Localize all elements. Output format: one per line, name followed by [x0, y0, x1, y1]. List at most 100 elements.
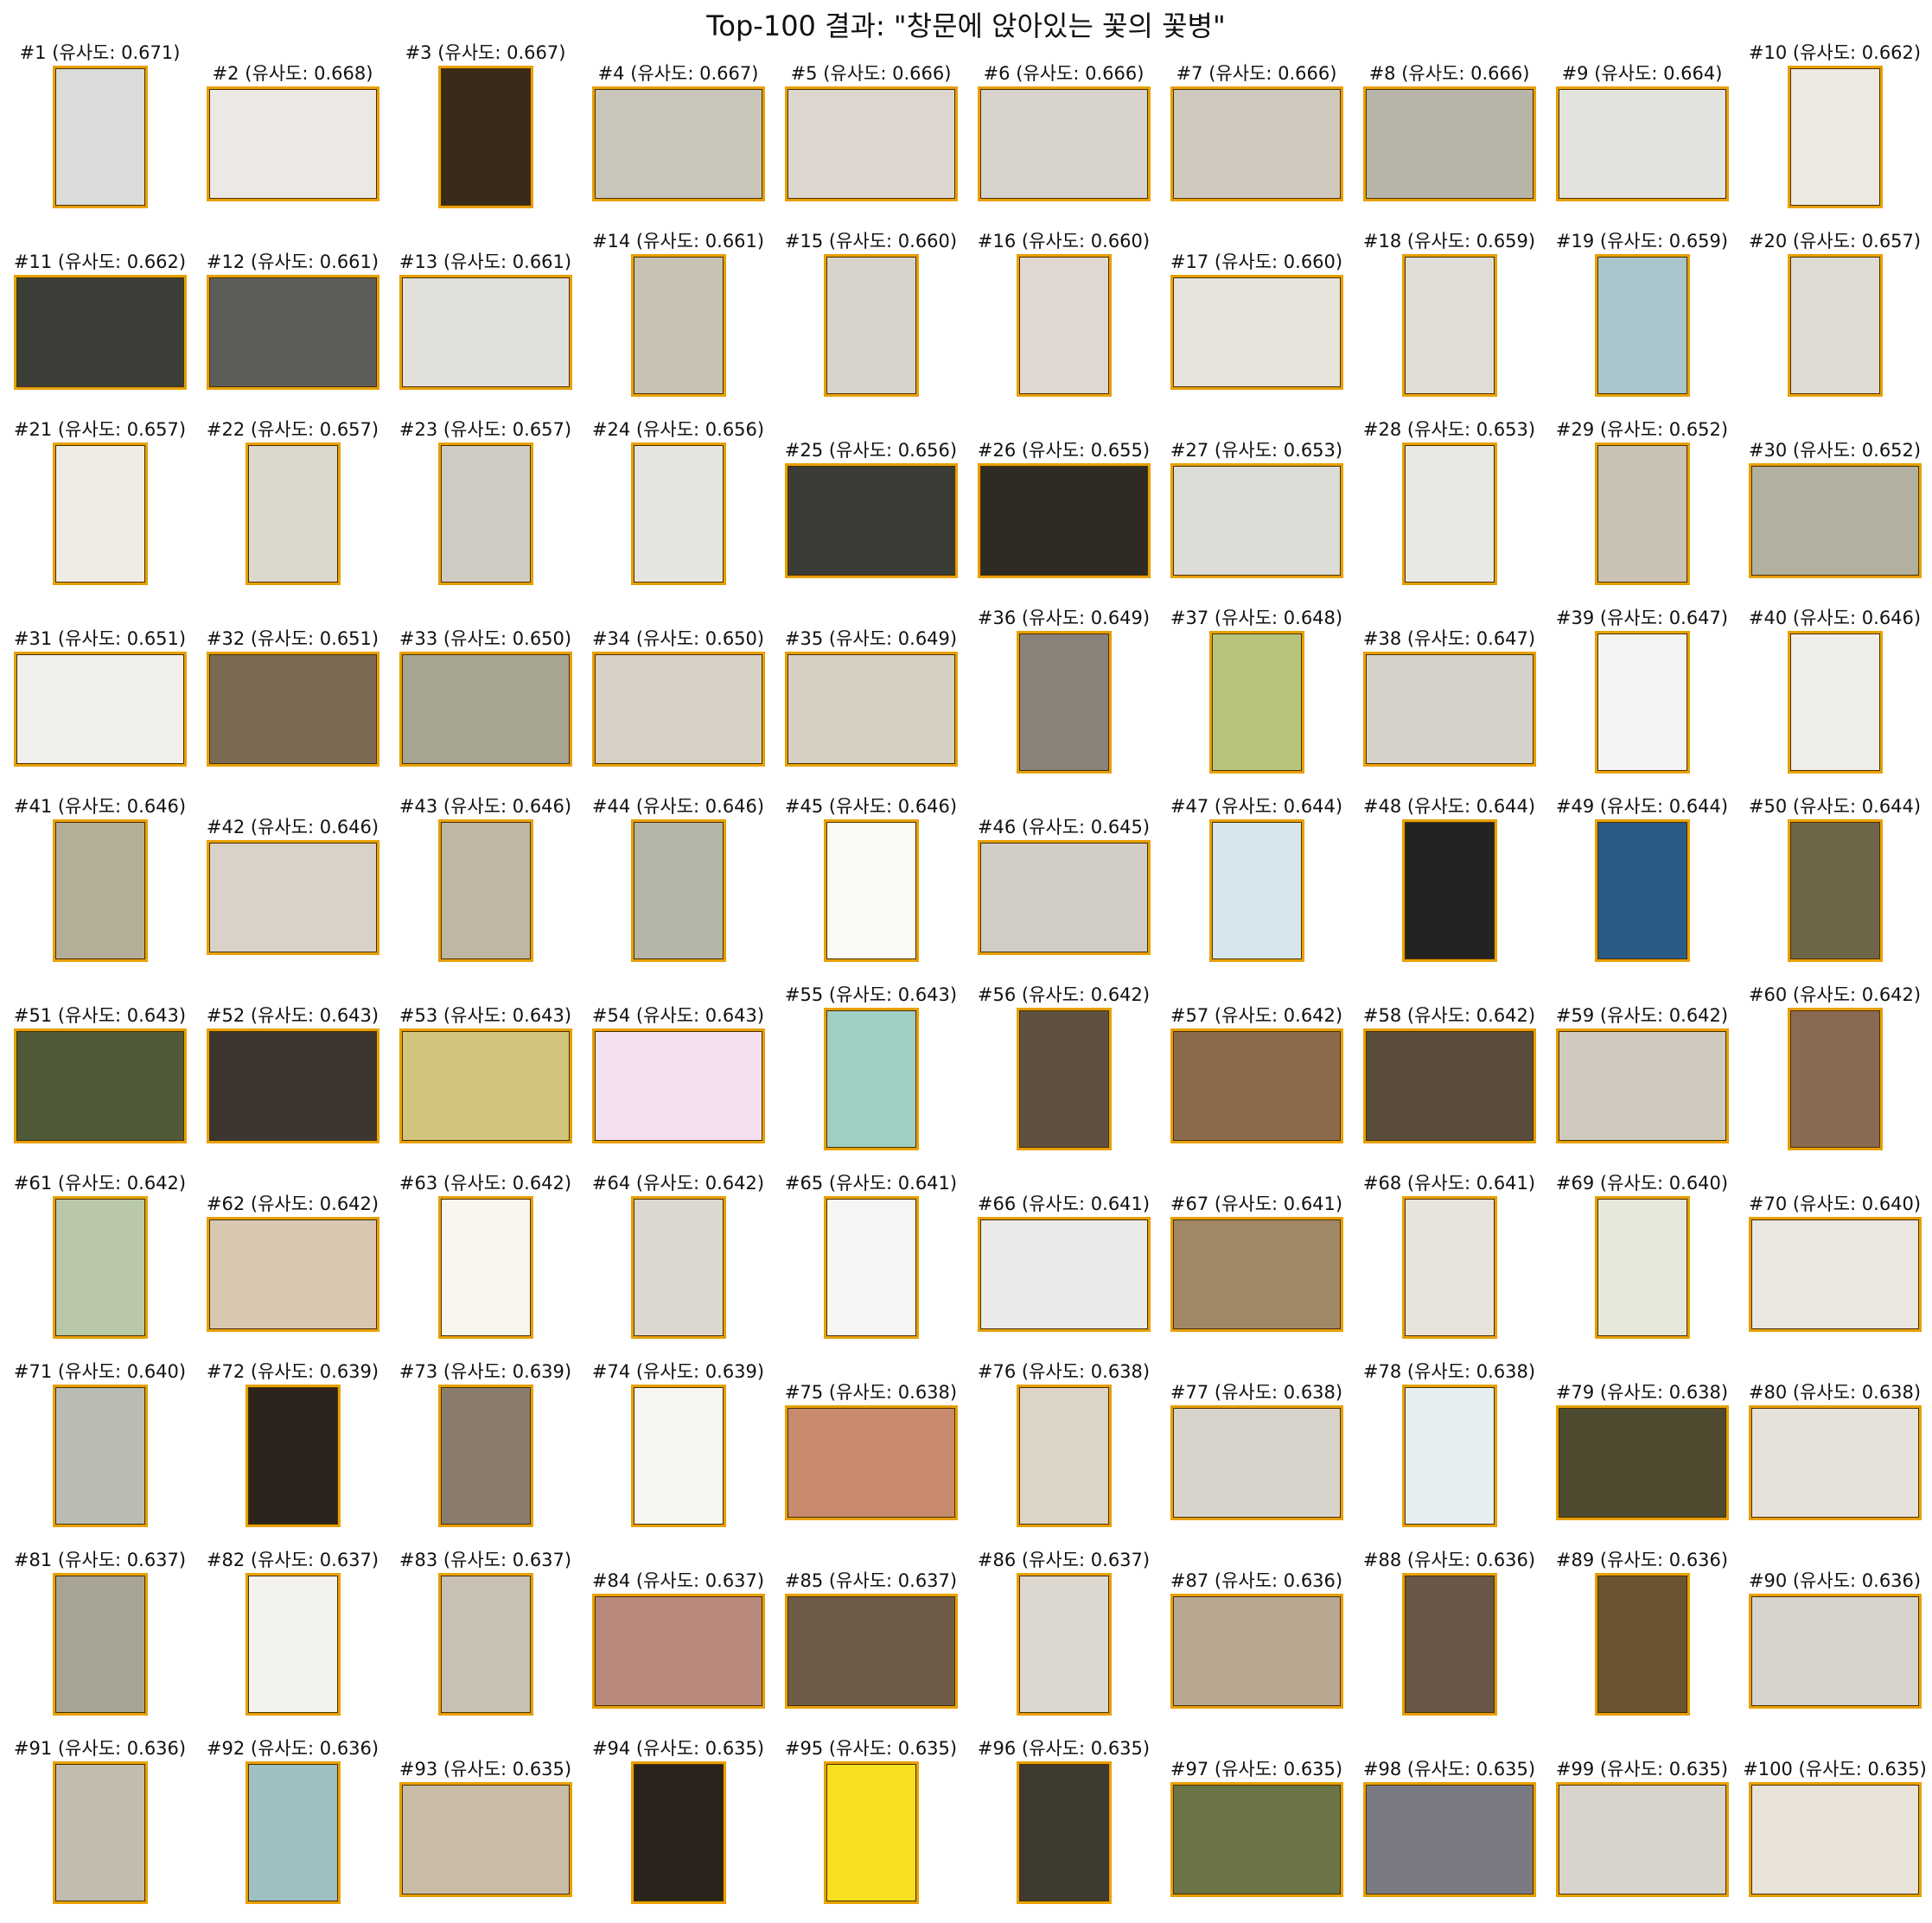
- result-thumbnail[interactable]: [245, 442, 341, 585]
- result-item[interactable]: #65 (유사도: 0.641): [775, 1169, 967, 1358]
- result-thumbnail[interactable]: [1170, 1593, 1343, 1709]
- result-thumbnail[interactable]: [977, 86, 1151, 201]
- result-thumbnail[interactable]: [1016, 1572, 1112, 1716]
- result-item[interactable]: #5 (유사도: 0.666): [775, 39, 967, 227]
- result-thumbnail[interactable]: [1748, 1781, 1922, 1897]
- result-item[interactable]: #8 (유사도: 0.666): [1353, 39, 1546, 227]
- result-thumbnail[interactable]: [437, 442, 533, 585]
- result-item[interactable]: #20 (유사도: 0.657): [1738, 227, 1931, 416]
- result-item[interactable]: #1 (유사도: 0.671): [3, 39, 196, 227]
- result-thumbnail[interactable]: [1787, 65, 1883, 208]
- result-thumbnail[interactable]: [1170, 1028, 1343, 1143]
- result-thumbnail[interactable]: [1555, 1781, 1729, 1897]
- result-thumbnail[interactable]: [52, 1761, 148, 1904]
- result-item[interactable]: #15 (유사도: 0.660): [775, 227, 967, 416]
- result-item[interactable]: #82 (유사도: 0.637): [196, 1546, 389, 1735]
- result-thumbnail[interactable]: [1555, 1404, 1729, 1520]
- result-thumbnail[interactable]: [399, 1028, 572, 1143]
- result-item[interactable]: #23 (유사도: 0.657): [389, 416, 582, 604]
- result-item[interactable]: #29 (유사도: 0.652): [1546, 416, 1738, 604]
- result-item[interactable]: #33 (유사도: 0.650): [389, 604, 582, 793]
- result-item[interactable]: #52 (유사도: 0.643): [196, 981, 389, 1169]
- result-thumbnail[interactable]: [630, 1384, 726, 1527]
- result-item[interactable]: #56 (유사도: 0.642): [967, 981, 1160, 1169]
- result-item[interactable]: #47 (유사도: 0.644): [1160, 793, 1353, 981]
- result-item[interactable]: #74 (유사도: 0.639): [582, 1358, 775, 1546]
- result-thumbnail[interactable]: [784, 86, 958, 201]
- result-item[interactable]: #77 (유사도: 0.638): [1160, 1358, 1353, 1546]
- result-thumbnail[interactable]: [1555, 86, 1729, 201]
- result-thumbnail[interactable]: [245, 1572, 341, 1716]
- result-thumbnail[interactable]: [437, 1384, 533, 1527]
- result-thumbnail[interactable]: [245, 1761, 341, 1904]
- result-item[interactable]: #2 (유사도: 0.668): [196, 39, 389, 227]
- result-item[interactable]: #60 (유사도: 0.642): [1738, 981, 1931, 1169]
- result-item[interactable]: #72 (유사도: 0.639): [196, 1358, 389, 1546]
- result-thumbnail[interactable]: [1401, 253, 1497, 397]
- result-item[interactable]: #59 (유사도: 0.642): [1546, 981, 1738, 1169]
- result-thumbnail[interactable]: [1170, 274, 1343, 390]
- result-item[interactable]: #70 (유사도: 0.640): [1738, 1169, 1931, 1358]
- result-item[interactable]: #85 (유사도: 0.637): [775, 1546, 967, 1735]
- result-item[interactable]: #87 (유사도: 0.636): [1160, 1546, 1353, 1735]
- result-thumbnail[interactable]: [1401, 1195, 1497, 1339]
- result-item[interactable]: #95 (유사도: 0.635): [775, 1735, 967, 1923]
- result-item[interactable]: #42 (유사도: 0.646): [196, 793, 389, 981]
- result-item[interactable]: #16 (유사도: 0.660): [967, 227, 1160, 416]
- result-item[interactable]: #30 (유사도: 0.652): [1738, 416, 1931, 604]
- result-thumbnail[interactable]: [1748, 1216, 1922, 1332]
- result-item[interactable]: #10 (유사도: 0.662): [1738, 39, 1931, 227]
- result-thumbnail[interactable]: [1016, 630, 1112, 774]
- result-item[interactable]: #73 (유사도: 0.639): [389, 1358, 582, 1546]
- result-thumbnail[interactable]: [52, 442, 148, 585]
- result-thumbnail[interactable]: [437, 1572, 533, 1716]
- result-thumbnail[interactable]: [823, 1007, 919, 1150]
- result-item[interactable]: #55 (유사도: 0.643): [775, 981, 967, 1169]
- result-thumbnail[interactable]: [784, 1404, 958, 1520]
- result-thumbnail[interactable]: [1594, 1195, 1690, 1339]
- result-thumbnail[interactable]: [1748, 1404, 1922, 1520]
- result-item[interactable]: #26 (유사도: 0.655): [967, 416, 1160, 604]
- result-thumbnail[interactable]: [1170, 1781, 1343, 1897]
- result-thumbnail[interactable]: [1362, 651, 1536, 767]
- result-item[interactable]: #35 (유사도: 0.649): [775, 604, 967, 793]
- result-item[interactable]: #11 (유사도: 0.662): [3, 227, 196, 416]
- result-thumbnail[interactable]: [784, 1593, 958, 1709]
- result-thumbnail[interactable]: [1170, 1404, 1343, 1520]
- result-item[interactable]: #75 (유사도: 0.638): [775, 1358, 967, 1546]
- result-thumbnail[interactable]: [823, 818, 919, 962]
- result-thumbnail[interactable]: [1016, 1761, 1112, 1904]
- result-item[interactable]: #24 (유사도: 0.656): [582, 416, 775, 604]
- result-item[interactable]: #38 (유사도: 0.647): [1353, 604, 1546, 793]
- result-thumbnail[interactable]: [1787, 818, 1883, 962]
- result-thumbnail[interactable]: [1594, 630, 1690, 774]
- result-thumbnail[interactable]: [1594, 253, 1690, 397]
- result-thumbnail[interactable]: [630, 1195, 726, 1339]
- result-thumbnail[interactable]: [823, 253, 919, 397]
- result-item[interactable]: #45 (유사도: 0.646): [775, 793, 967, 981]
- result-item[interactable]: #63 (유사도: 0.642): [389, 1169, 582, 1358]
- result-thumbnail[interactable]: [1362, 1028, 1536, 1143]
- result-thumbnail[interactable]: [591, 86, 765, 201]
- result-thumbnail[interactable]: [52, 818, 148, 962]
- result-item[interactable]: #7 (유사도: 0.666): [1160, 39, 1353, 227]
- result-item[interactable]: #98 (유사도: 0.635): [1353, 1735, 1546, 1923]
- result-thumbnail[interactable]: [1594, 442, 1690, 585]
- result-thumbnail[interactable]: [1401, 1384, 1497, 1527]
- result-thumbnail[interactable]: [52, 1572, 148, 1716]
- result-item[interactable]: #66 (유사도: 0.641): [967, 1169, 1160, 1358]
- result-item[interactable]: #49 (유사도: 0.644): [1546, 793, 1738, 981]
- result-item[interactable]: #40 (유사도: 0.646): [1738, 604, 1931, 793]
- result-item[interactable]: #53 (유사도: 0.643): [389, 981, 582, 1169]
- result-item[interactable]: #90 (유사도: 0.636): [1738, 1546, 1931, 1735]
- result-thumbnail[interactable]: [206, 1028, 379, 1143]
- result-thumbnail[interactable]: [437, 818, 533, 962]
- result-item[interactable]: #25 (유사도: 0.656): [775, 416, 967, 604]
- result-item[interactable]: #79 (유사도: 0.638): [1546, 1358, 1738, 1546]
- result-item[interactable]: #96 (유사도: 0.635): [967, 1735, 1160, 1923]
- result-item[interactable]: #50 (유사도: 0.644): [1738, 793, 1931, 981]
- result-thumbnail[interactable]: [52, 1384, 148, 1527]
- result-thumbnail[interactable]: [591, 1028, 765, 1143]
- result-thumbnail[interactable]: [399, 651, 572, 767]
- result-item[interactable]: #86 (유사도: 0.637): [967, 1546, 1160, 1735]
